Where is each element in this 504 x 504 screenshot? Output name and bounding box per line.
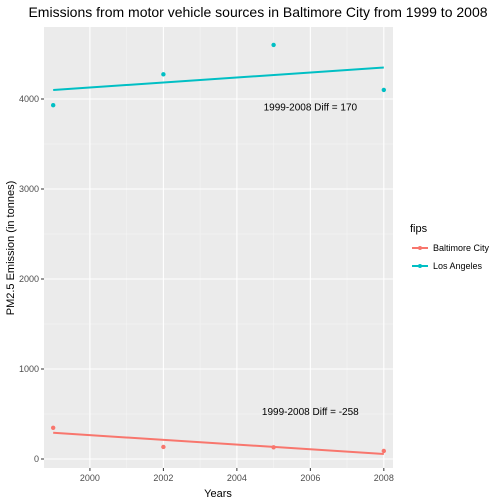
plot-panel [44,27,393,468]
y-tick-label: 1000 [19,364,39,374]
annotation-label: 1999-2008 Diff = -258 [262,407,359,418]
y-tick-label: 0 [34,454,39,464]
x-tick-label: 2002 [153,473,173,483]
trend-line [53,66,384,91]
x-tick-label: 2000 [80,473,100,483]
grid [44,27,393,468]
legend-title: fips [410,223,428,235]
data-point [50,103,56,108]
y-axis-title: PM2.5 Emission (in tonnes) [5,181,17,316]
data-point [161,72,166,77]
x-axis-title: Years [204,488,232,500]
data-point [381,448,387,454]
legend-key-point [418,264,422,268]
x-axis-ticks: 2000 2002 2004 2006 2008 [80,468,394,483]
trend-lines [53,66,384,455]
trend-line [53,431,384,455]
x-tick-label: 2004 [227,473,247,483]
chart-title: Emissions from motor vehicle sources in … [28,4,487,20]
y-tick-label: 3000 [19,184,39,194]
legend-key-point [418,246,422,250]
y-tick-label: 2000 [19,274,39,284]
data-points [50,42,387,454]
data-point [381,87,387,93]
data-point [161,444,166,450]
annotation-label: 1999-2008 Diff = 170 [264,103,358,114]
data-point [271,42,276,48]
x-tick-label: 2008 [374,473,394,483]
data-point [271,445,276,450]
x-tick-label: 2006 [300,473,320,483]
legend-label: Baltimore City [433,243,490,253]
y-tick-label: 4000 [19,94,39,104]
data-point [50,425,56,430]
y-axis-ticks: 0 1000 2000 3000 4000 [19,94,44,464]
legend: fips Baltimore City Los Angeles [410,223,490,271]
legend-label: Los Angeles [433,261,483,271]
annotations: 1999-2008 Diff = 170 1999-2008 Diff = -25… [262,103,359,418]
